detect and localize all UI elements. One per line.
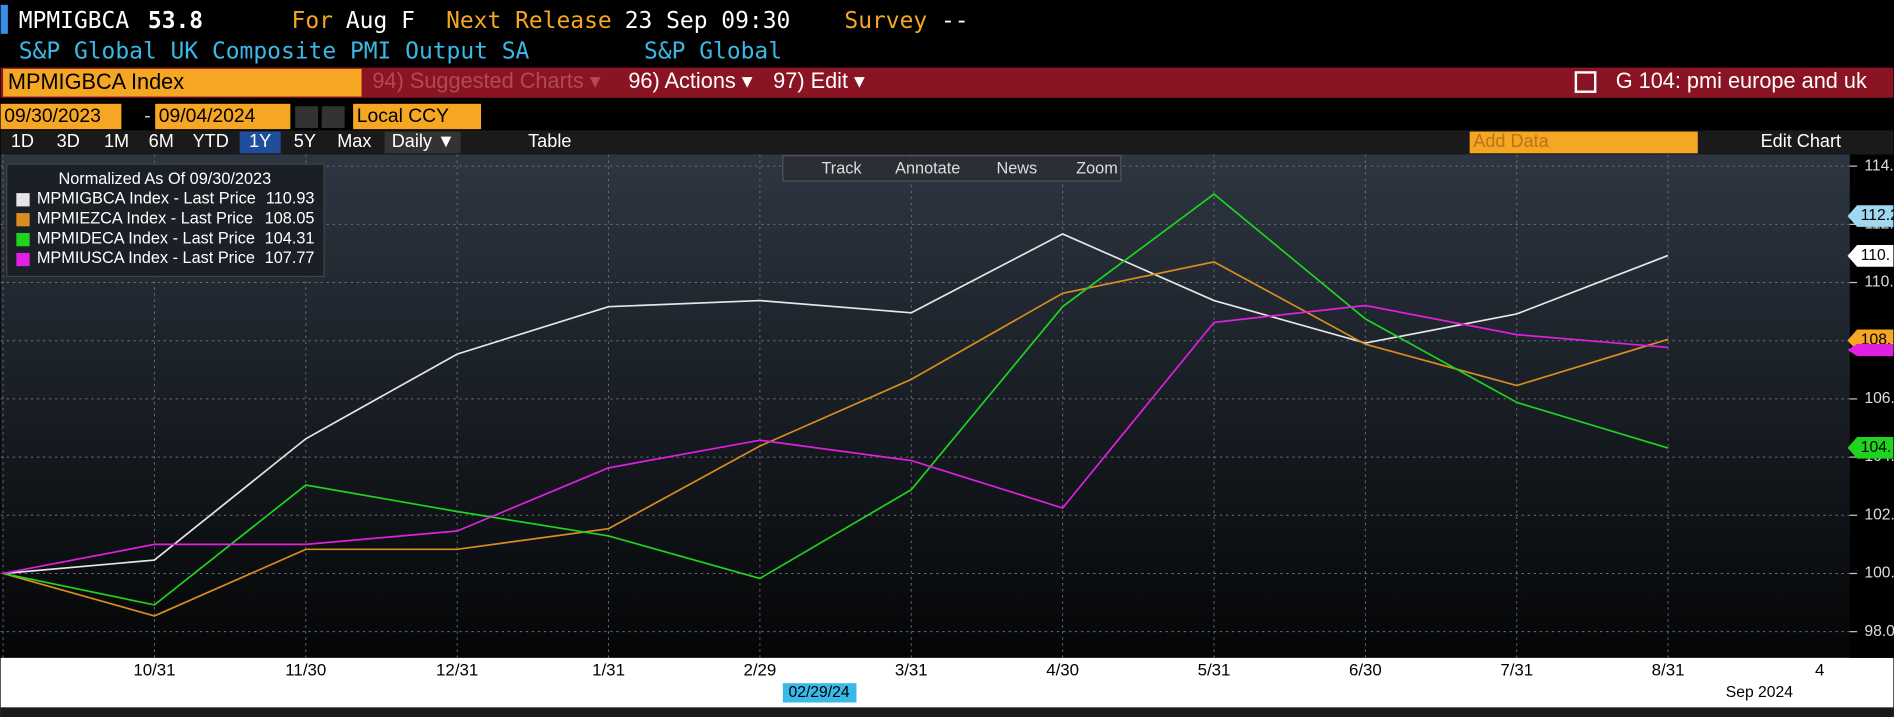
- x-tick-label: 12/31: [436, 661, 478, 680]
- ticker: MPMIGBCA: [19, 8, 130, 34]
- launchpad[interactable]: G 104: pmi europe and uk: [1616, 68, 1867, 93]
- value: 53.8: [148, 8, 203, 34]
- legend-swatch: [16, 213, 30, 227]
- survey-value: --: [941, 8, 969, 34]
- x-tick-label: 11/30: [285, 661, 326, 680]
- x-tick-label: 3/31: [895, 661, 928, 680]
- security: MPMIGBCA Index: [8, 69, 184, 94]
- cursor-date-box: [782, 683, 857, 703]
- x-tick-label: 6/30: [1349, 661, 1382, 680]
- legend-entry: MPMIGBCA Index - Last Price: [37, 189, 256, 207]
- y-tick-label: 106.00: [1864, 390, 1894, 407]
- legend-entry: MPMIDECA Index - Last Price: [37, 229, 255, 247]
- legend-swatch: [16, 232, 30, 247]
- x-tick-label: 4/30: [1046, 661, 1079, 680]
- start-date: 09/30/2023: [4, 106, 101, 127]
- frequency-box[interactable]: [384, 131, 461, 154]
- period-button[interactable]: 5Y: [294, 131, 316, 151]
- add-data-box[interactable]: [1469, 131, 1698, 154]
- menu-item[interactable]: 94) Suggested Charts ▾: [372, 68, 600, 93]
- survey-label: Survey: [844, 8, 927, 34]
- add-data: Add Data: [1473, 131, 1549, 151]
- legend: [6, 163, 325, 278]
- end-date: 09/04/2024: [159, 106, 256, 127]
- period-button[interactable]: 1M: [104, 131, 129, 151]
- price-tag: [1847, 205, 1894, 227]
- y-tick-label: 102.00: [1864, 506, 1894, 523]
- price-tag-label: 104.: [1861, 439, 1892, 456]
- x-axis-area: [0, 657, 1894, 717]
- x-tick-label: 5/31: [1198, 661, 1231, 680]
- release-value: 23 Sep 09:30: [625, 8, 791, 34]
- edit-chart[interactable]: Edit Chart: [1761, 131, 1841, 151]
- currency-box[interactable]: [353, 103, 482, 130]
- price-tag: [1847, 436, 1894, 459]
- cursor-date: 02/29/24: [789, 684, 850, 701]
- series-line: [2, 260, 1669, 617]
- price-tag: [1847, 245, 1894, 267]
- price-tag: [1847, 344, 1894, 357]
- chart-tool[interactable]: News: [996, 159, 1037, 177]
- price-tag-label: 112.2: [1861, 207, 1894, 224]
- x-tick-label: 2/29: [743, 661, 776, 680]
- x-axis-year: Sep 2024: [1726, 684, 1793, 701]
- y-tick-label: 110.00: [1864, 274, 1894, 291]
- x-tick-label: 8/31: [1652, 661, 1685, 680]
- legend-swatch: [16, 193, 30, 207]
- period-button[interactable]: 1Y: [249, 131, 271, 151]
- focus-marker: [0, 4, 8, 34]
- period-button[interactable]: Max: [337, 131, 371, 151]
- period-active: [239, 131, 281, 154]
- y-tick-label: 98.00: [1864, 623, 1894, 640]
- range-separator: -: [144, 106, 150, 127]
- security-box[interactable]: [3, 68, 362, 97]
- legend-title: Normalized As Of 09/30/2023: [58, 170, 271, 188]
- legend-swatch: [16, 252, 30, 267]
- x-tick-label: 10/31: [133, 661, 175, 680]
- description: S&P Global UK Composite PMI Output SA: [19, 38, 530, 64]
- y-tick-label: 114.00: [1864, 157, 1894, 174]
- x-tick-label: 1/31: [592, 661, 625, 680]
- end-box[interactable]: [155, 103, 291, 130]
- y-tick-label: 100.00: [1864, 565, 1894, 582]
- period-button[interactable]: 1D: [11, 131, 34, 151]
- chart-tool[interactable]: Zoom: [1076, 159, 1118, 177]
- for-label: For: [292, 8, 333, 34]
- legend-value: 108.05: [265, 209, 315, 227]
- series-line: [2, 193, 1669, 606]
- legend-entry: MPMIUSCA Index - Last Price: [37, 249, 255, 267]
- legend-value: 107.77: [265, 249, 315, 267]
- tool-palette: [782, 155, 1122, 182]
- legend-entry: MPMIEZCA Index - Last Price: [37, 209, 253, 227]
- release-label: Next Release: [446, 8, 612, 34]
- launch-icon: [1574, 71, 1597, 93]
- frequency: Daily ▼: [392, 131, 455, 151]
- currency: Local CCY: [357, 106, 449, 127]
- start-box[interactable]: [0, 103, 122, 130]
- series-line: [2, 232, 1669, 575]
- table-button[interactable]: Table: [528, 131, 571, 151]
- x-tick-label: 7/31: [1500, 661, 1533, 680]
- price-tag-label: 110.: [1861, 247, 1890, 264]
- menu-item[interactable]: 97) Edit ▾: [773, 68, 865, 93]
- series-line: [2, 304, 1669, 575]
- menu-item[interactable]: 96) Actions ▾: [628, 68, 752, 93]
- chart-tool[interactable]: Track: [821, 159, 862, 177]
- for-value: Aug F: [346, 8, 415, 34]
- legend-value: 110.93: [266, 189, 315, 207]
- scroll-bar: [0, 707, 1894, 717]
- x-tick-label: 4: [1815, 661, 1824, 680]
- period-button[interactable]: 6M: [149, 131, 174, 151]
- period-button[interactable]: YTD: [193, 131, 229, 151]
- back-button[interactable]: [295, 106, 319, 128]
- source: S&P Global: [644, 38, 782, 64]
- period-button[interactable]: 3D: [57, 131, 80, 151]
- forward-button[interactable]: [321, 106, 345, 128]
- legend-value: 104.31: [265, 229, 315, 247]
- chart-tool[interactable]: Annotate: [895, 159, 960, 177]
